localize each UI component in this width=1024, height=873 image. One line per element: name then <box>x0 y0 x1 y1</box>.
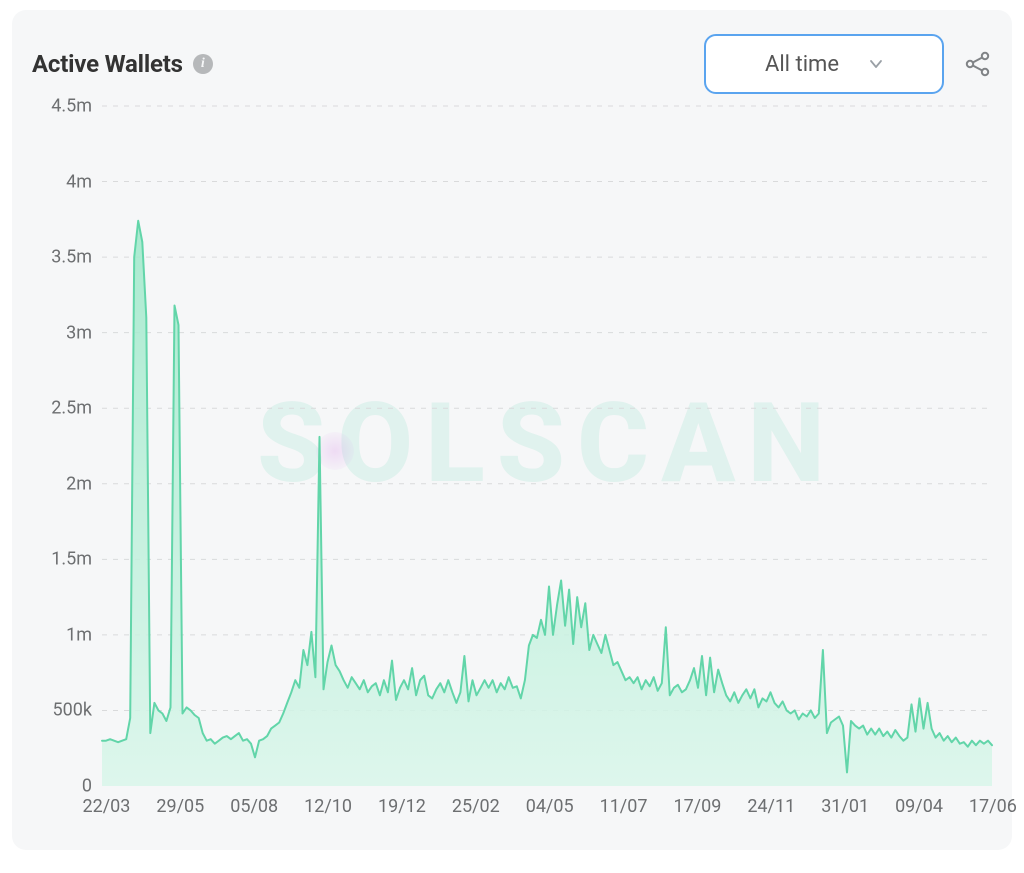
y-tick-label: 2m <box>32 473 92 494</box>
x-tick-label: 29/05 <box>156 796 204 817</box>
info-icon[interactable]: i <box>193 54 213 74</box>
y-tick-label: 2.5m <box>32 398 92 419</box>
x-tick-label: 19/12 <box>378 796 426 817</box>
x-tick-label: 25/02 <box>452 796 500 817</box>
x-tick-label: 05/08 <box>230 796 278 817</box>
x-tick-label: 09/04 <box>895 796 943 817</box>
y-tick-label: 3.5m <box>32 247 92 268</box>
plot-area: SOLSCAN 0500k1m1.5m2m2.5m3m3.5m4m4.5m 22… <box>102 106 992 786</box>
x-axis-labels: 22/0329/0505/0812/1019/1225/0204/0511/07… <box>102 786 992 826</box>
header-controls: All time <box>704 34 992 94</box>
card-header: Active Wallets i All time <box>32 34 992 94</box>
chevron-down-icon <box>869 57 883 71</box>
y-tick-label: 1.5m <box>32 549 92 570</box>
timerange-selected: All time <box>765 52 839 77</box>
x-tick-label: 17/06 <box>969 796 1017 817</box>
timerange-dropdown[interactable]: All time <box>704 34 944 94</box>
x-tick-label: 04/05 <box>526 796 574 817</box>
y-tick-label: 0 <box>32 776 92 797</box>
y-tick-label: 500k <box>32 700 92 721</box>
x-tick-label: 12/10 <box>304 796 352 817</box>
title-wrap: Active Wallets i <box>32 50 213 78</box>
x-tick-label: 24/11 <box>747 796 795 817</box>
y-axis-labels: 0500k1m1.5m2m2.5m3m3.5m4m4.5m <box>32 106 92 786</box>
x-tick-label: 17/09 <box>673 796 721 817</box>
chart-title: Active Wallets <box>32 50 183 78</box>
x-tick-label: 31/01 <box>821 796 869 817</box>
x-tick-label: 22/03 <box>82 796 130 817</box>
y-tick-label: 1m <box>32 624 92 645</box>
y-tick-label: 4m <box>32 171 92 192</box>
y-tick-label: 3m <box>32 322 92 343</box>
y-tick-label: 4.5m <box>32 96 92 117</box>
area-chart <box>102 106 992 786</box>
x-tick-label: 11/07 <box>600 796 648 817</box>
share-icon[interactable] <box>964 50 992 78</box>
chart-card: Active Wallets i All time SOLS <box>12 10 1012 850</box>
